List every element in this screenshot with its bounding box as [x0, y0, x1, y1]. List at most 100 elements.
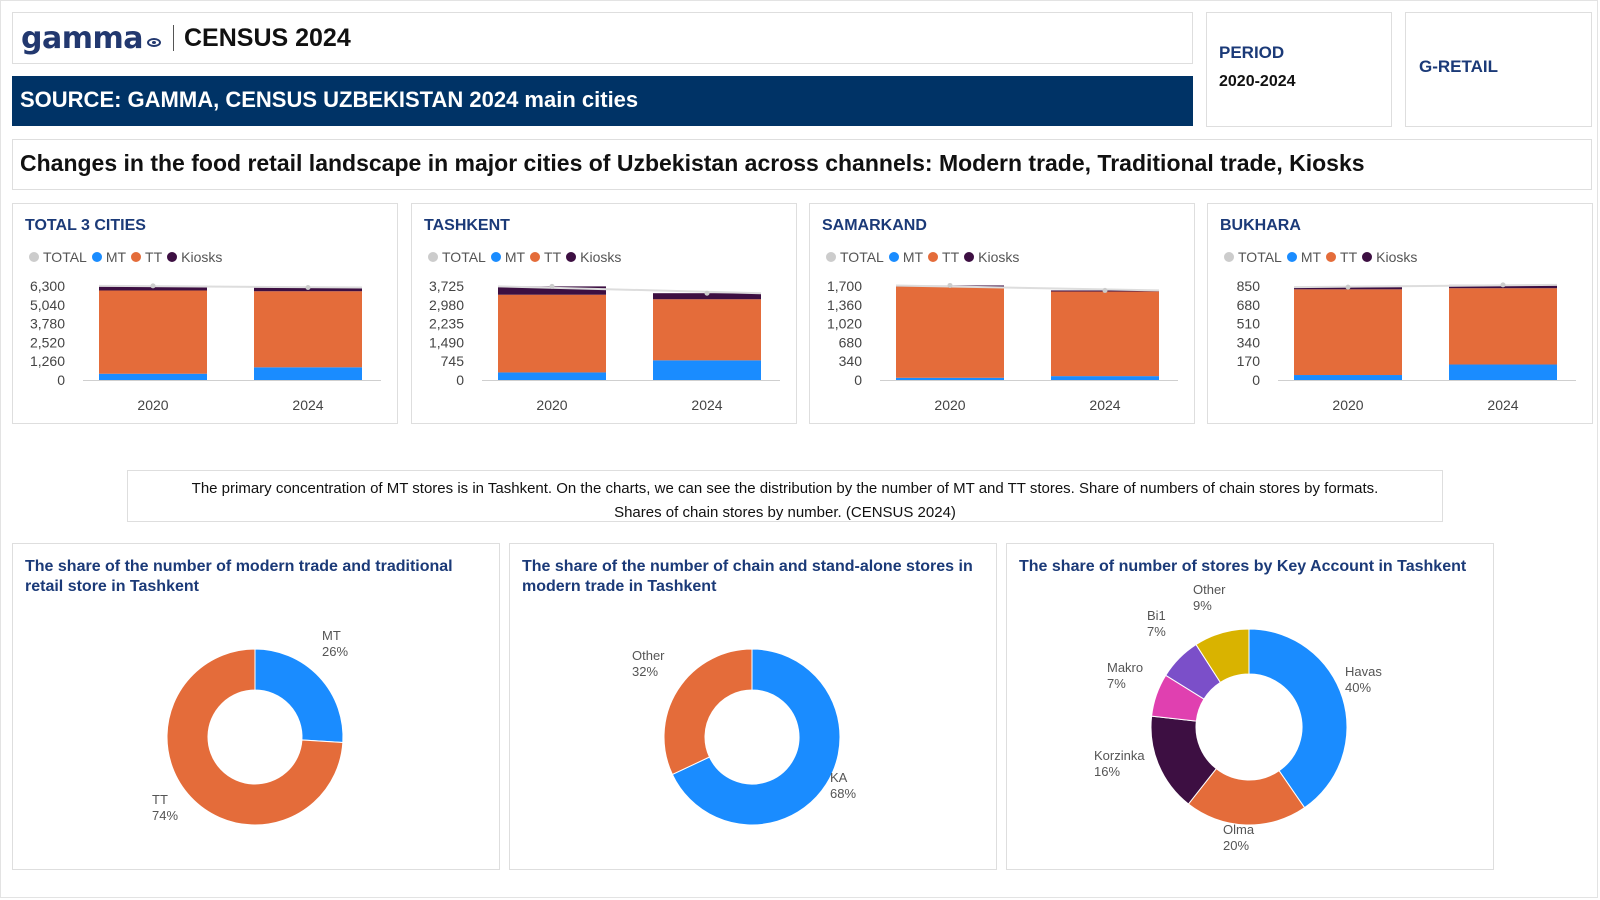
legend-dot-icon	[29, 252, 39, 262]
legend-item-total: TOTAL	[428, 249, 486, 265]
header-divider	[172, 25, 174, 51]
slice-percent: 74%	[152, 808, 178, 823]
bar-segment-tt	[896, 286, 1004, 378]
slice-percent: 40%	[1345, 680, 1371, 695]
source-banner: SOURCE: GAMMA, CENSUS UZBEKISTAN 2024 ma…	[12, 76, 1193, 126]
y-tick-label: 170	[1237, 353, 1261, 369]
y-tick-label: 1,490	[429, 334, 464, 350]
legend-item-total: TOTAL	[826, 249, 884, 265]
bar-segment-mt	[1294, 375, 1402, 380]
legend-label: TOTAL	[840, 249, 884, 265]
donut-slice-mt	[254, 648, 344, 744]
slice-label: KA	[830, 770, 848, 785]
slice-label: Makro	[1107, 660, 1143, 675]
legend-item-mt: MT	[91, 249, 126, 265]
x-tick-label: 2024	[1089, 397, 1120, 413]
bar-segment-kiosks	[498, 286, 606, 295]
y-tick-label: 1,700	[827, 278, 862, 294]
total-line	[1293, 283, 1558, 289]
y-tick-label: 1,260	[30, 353, 65, 369]
legend-label: Kiosks	[978, 249, 1020, 265]
donut-chart-svg: Havas40%Olma20%Korzinka16%Makro7%Bi17%Ot…	[1094, 582, 1382, 853]
y-tick-label: 340	[1237, 334, 1261, 350]
legend-label: TT	[942, 249, 960, 265]
chart-title: The share of the number of chain and sta…	[522, 558, 973, 595]
legend-label: TT	[544, 249, 562, 265]
total-line	[98, 284, 363, 289]
bar-segment-tt	[498, 294, 606, 373]
total-point	[1500, 282, 1506, 288]
slice-percent: 68%	[830, 786, 856, 801]
legend-item-tt: TT	[928, 249, 959, 265]
y-tick-label: 2,520	[30, 334, 65, 350]
bar-segment-tt	[99, 290, 207, 374]
legend-item-mt: MT	[490, 249, 525, 265]
donut-slice-ka	[671, 648, 841, 826]
legend-label: Kiosks	[580, 249, 622, 265]
chart-title: BUKHARA	[1220, 217, 1301, 234]
bar-segment-mt	[653, 360, 761, 380]
slice-label: TT	[152, 792, 168, 807]
gamma-logo: gamma	[21, 21, 161, 56]
donut-slice-tt	[166, 648, 344, 826]
slice-label: Havas	[1345, 664, 1382, 679]
legend-item-total: TOTAL	[1224, 249, 1282, 265]
bar-segment-mt	[99, 373, 207, 380]
legend-dot-icon	[888, 252, 899, 262]
report-title: CENSUS 2024	[183, 23, 351, 52]
donut-slice-havas	[1248, 628, 1348, 809]
x-tick-label: 2020	[536, 397, 567, 413]
total-point	[150, 283, 156, 289]
y-tick-label: 1,020	[827, 316, 862, 332]
slice-label: Other	[632, 648, 665, 663]
y-tick-label: 510	[1237, 316, 1261, 332]
legend-item-mt: MT	[1286, 249, 1321, 265]
legend-dot-icon	[131, 252, 142, 262]
headline-card: Changes in the food retail landscape in …	[12, 139, 1592, 190]
y-tick-label: 0	[456, 372, 464, 388]
x-tick-label: 2020	[934, 397, 965, 413]
slice-percent: 20%	[1223, 838, 1249, 853]
bar-chart-svg: 0 170 340 510 680 850 2020 2024	[1237, 278, 1576, 413]
header-bar: gamma CENSUS 2024	[12, 12, 1193, 64]
legend-dot-icon	[928, 252, 939, 262]
legend-dot-icon	[167, 252, 178, 262]
legend-label: TOTAL	[43, 249, 87, 265]
legend-label: TOTAL	[1238, 249, 1282, 265]
bar-segment-tt	[653, 299, 761, 361]
legend-label: TT	[1340, 249, 1358, 265]
total-point	[947, 282, 953, 288]
eye-icon	[146, 37, 161, 47]
slice-percent: 9%	[1193, 598, 1212, 613]
slice-percent: 7%	[1147, 624, 1166, 639]
period-value: 2020-2024	[1219, 73, 1296, 90]
x-tick-label: 2020	[1332, 397, 1363, 413]
period-card: PERIOD 2020-2024	[1206, 12, 1392, 127]
bar-segment-kiosks	[653, 293, 761, 300]
chart-legend: TOTAL MT TT Kiosks	[1224, 249, 1422, 265]
bar-segment-tt	[254, 291, 362, 368]
y-tick-label: 6,300	[30, 278, 65, 294]
bar-chart-bukhara: BUKHARA TOTAL MT TT Kiosks 0 170 340 510 680 850…	[1207, 203, 1593, 424]
y-tick-label: 680	[839, 334, 863, 350]
total-point	[704, 290, 710, 296]
period-label: PERIOD	[1219, 43, 1285, 62]
total-point	[1345, 284, 1351, 290]
slice-label: Bi1	[1147, 608, 1166, 623]
y-tick-label: 3,780	[30, 316, 65, 332]
legend-dot-icon	[1286, 252, 1297, 262]
legend-dot-icon	[530, 252, 541, 262]
donut-chart-chain: The share of the number of chain and sta…	[509, 543, 997, 870]
y-tick-label: 2,235	[429, 316, 464, 332]
total-line	[895, 284, 1160, 292]
legend-dot-icon	[428, 252, 438, 262]
note-line-1: The primary concentration of MT stores i…	[191, 480, 1379, 497]
chart-title: TOTAL 3 CITIES	[25, 217, 146, 234]
note-card: The primary concentration of MT stores i…	[127, 470, 1443, 522]
brand-tag-card: G-RETAIL	[1405, 12, 1592, 127]
bar-chart-svg: 0 340 680 1,020 1,360 1,700 2020 2024	[827, 278, 1178, 413]
chart-legend: TOTAL MT TT Kiosks	[826, 249, 1024, 265]
legend-label: Kiosks	[181, 249, 223, 265]
